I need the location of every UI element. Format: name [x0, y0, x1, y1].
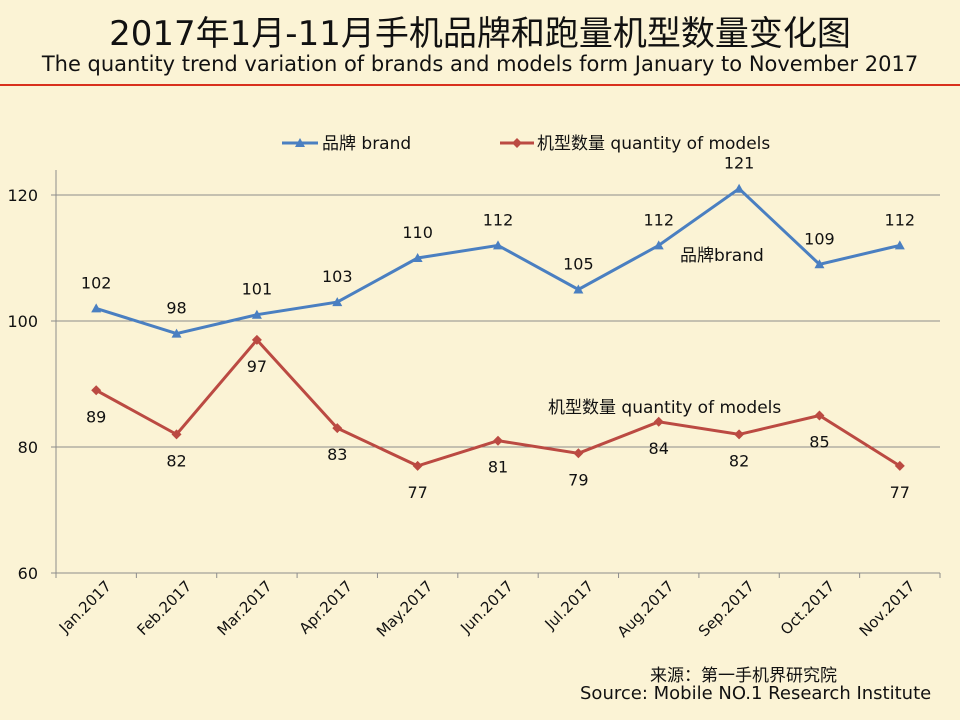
models-point	[894, 460, 905, 471]
models-data-label: 97	[247, 357, 267, 376]
brand-data-label: 121	[724, 154, 755, 173]
x-tick-label: Jun.2017	[456, 577, 516, 637]
brand-data-label: 112	[885, 210, 916, 229]
brand-point	[251, 309, 262, 319]
y-tick-label: 100	[7, 312, 38, 331]
brand-point	[493, 240, 503, 250]
x-tick-label: Mar.2017	[214, 577, 276, 639]
legend-models-marker	[512, 138, 522, 148]
models-point	[734, 429, 745, 440]
models-data-label: 82	[729, 451, 749, 470]
brand-data-label: 105	[563, 255, 594, 274]
x-tick-label: May.2017	[373, 577, 437, 641]
models-data-label: 77	[407, 483, 427, 502]
brand-point	[653, 240, 664, 250]
brand-data-label: 112	[483, 210, 514, 229]
chart-title-en: The quantity trend variation of brands a…	[41, 52, 919, 76]
models-point	[814, 410, 825, 421]
line-chart: 60 80 100 120 Jan.2017 Feb.2017 Mar.2017 Apr.20…	[7, 134, 941, 641]
models-data-label: 81	[488, 458, 508, 477]
legend-models-label: 机型数量 quantity of models	[537, 134, 770, 154]
brand-point	[573, 284, 584, 294]
models-data-label: 85	[809, 433, 829, 452]
x-tick-label: Aug.2017	[614, 577, 678, 641]
x-tick-label: Jul.2017	[541, 577, 598, 634]
x-tick-label: Apr.2017	[296, 577, 356, 637]
brand-point	[412, 253, 423, 262]
brand-annotation: 品牌brand	[680, 246, 764, 266]
models-point	[251, 334, 262, 345]
brand-data-label: 103	[322, 267, 353, 286]
models-annotation: 机型数量 quantity of models	[548, 398, 781, 418]
models-point	[573, 448, 584, 459]
brand-point	[332, 297, 343, 307]
y-tick-label: 60	[18, 564, 38, 583]
y-tick-label: 120	[7, 186, 38, 205]
models-point	[412, 460, 423, 471]
x-tick-label: Jan.2017	[55, 577, 115, 637]
brand-data-label: 110	[402, 223, 433, 242]
brand-point	[814, 259, 825, 269]
brand-point	[894, 240, 905, 250]
title-underline	[0, 84, 960, 86]
models-point	[332, 423, 343, 434]
legend-brand-label: 品牌 brand	[322, 134, 411, 154]
models-point	[493, 435, 503, 446]
source-cn: 来源：第一手机界研究院	[650, 666, 837, 686]
brand-data-label: 101	[242, 280, 273, 299]
brand-point	[171, 328, 182, 338]
x-tick-label: Sep.2017	[695, 577, 758, 640]
y-tick-label: 80	[18, 438, 38, 457]
brand-data-label: 112	[643, 210, 674, 229]
legend-brand-marker	[295, 138, 305, 147]
models-data-label: 84	[649, 439, 669, 458]
brand-point	[91, 303, 102, 313]
x-tick-label: Feb.2017	[134, 577, 196, 639]
models-data-label: 89	[86, 407, 106, 426]
models-point	[653, 416, 664, 427]
chart-title-cn: 2017年1月-11月手机品牌和跑量机型数量变化图	[109, 14, 851, 54]
x-tick-label: Oct.2017	[777, 577, 838, 638]
brand-data-label: 98	[166, 299, 186, 318]
brand-data-label: 109	[804, 229, 835, 248]
brand-point	[734, 183, 745, 193]
models-data-label: 82	[166, 451, 186, 470]
models-point	[171, 429, 182, 440]
source-en: Source: Mobile NO.1 Research Institute	[580, 683, 932, 704]
brand-data-label: 102	[81, 273, 112, 292]
models-data-label: 83	[327, 445, 347, 464]
models-data-label: 79	[568, 470, 588, 489]
x-tick-label: Nov.2017	[856, 577, 919, 640]
models-point	[91, 385, 102, 396]
models-data-label: 77	[890, 483, 910, 502]
